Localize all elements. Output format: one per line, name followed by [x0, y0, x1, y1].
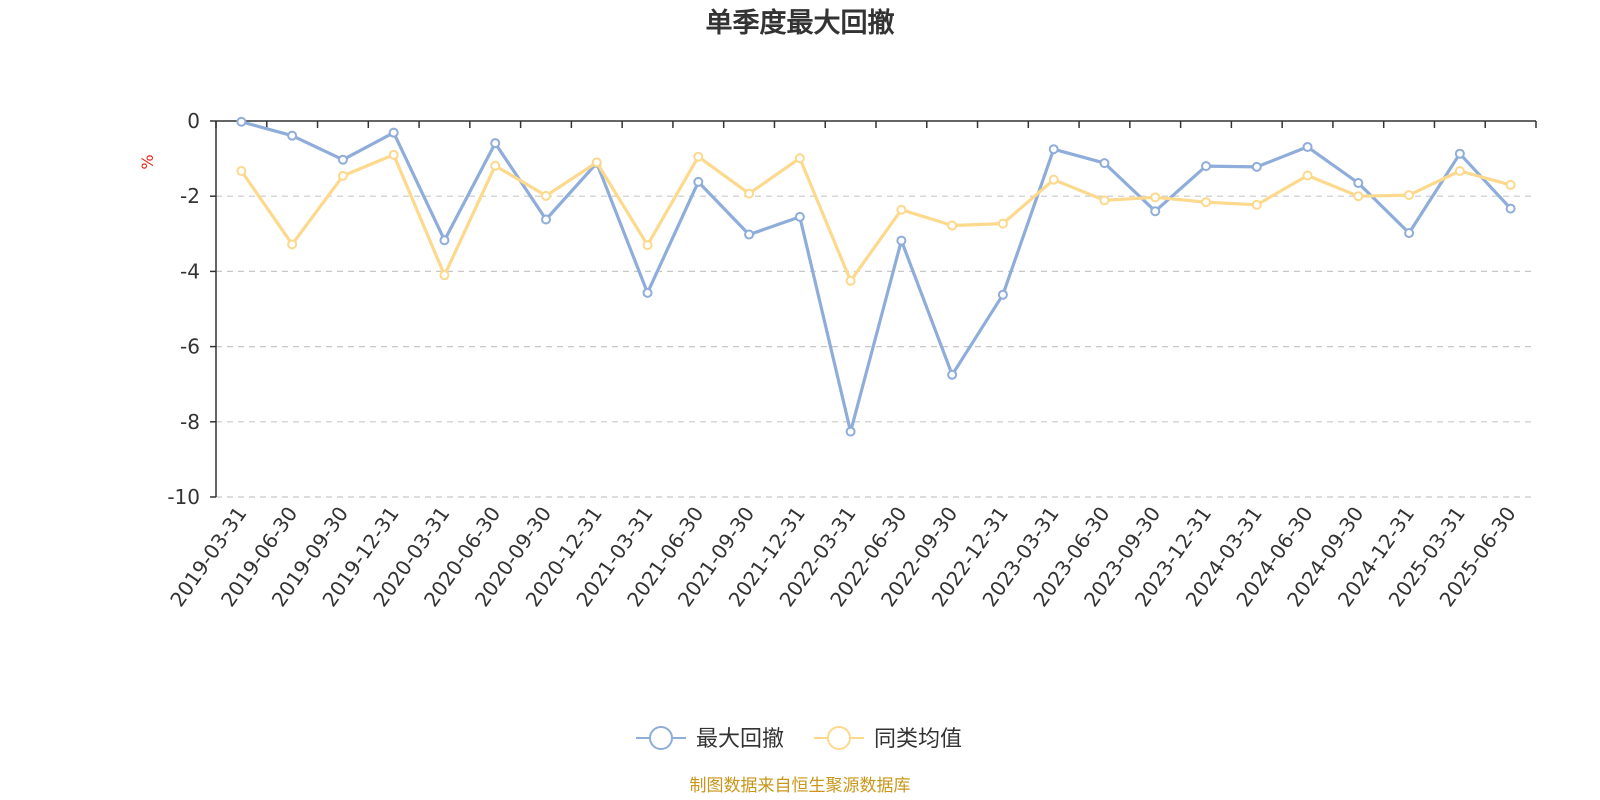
data-point — [541, 214, 551, 225]
data-point — [1048, 144, 1059, 155]
data-point — [236, 166, 247, 177]
data-point — [337, 154, 348, 165]
series-1 — [236, 116, 1516, 437]
legend-label: 同类均值 — [874, 727, 962, 752]
data-point — [541, 190, 551, 201]
data-point — [693, 151, 704, 162]
data-point — [744, 229, 755, 240]
series-line — [240, 120, 1512, 434]
data-point — [1353, 191, 1364, 202]
data-point — [287, 239, 298, 250]
data-point — [642, 287, 653, 298]
legend-marker-icon — [827, 726, 851, 750]
data-point — [693, 176, 704, 187]
data-point — [439, 270, 450, 281]
data-point — [1150, 192, 1161, 203]
legend-item[interactable]: 同类均值 — [814, 726, 962, 752]
data-point — [388, 149, 399, 160]
y-tick-label: -2 — [180, 184, 200, 208]
data-point — [490, 138, 501, 149]
y-tick-label: -8 — [180, 410, 200, 434]
data-point — [1048, 174, 1059, 185]
y-axis-unit: % — [138, 154, 157, 169]
grid-lines — [216, 195, 1536, 498]
chart-title: 单季度最大回撤 — [706, 7, 895, 39]
data-point — [997, 289, 1008, 300]
data-point — [1251, 199, 1262, 210]
data-point — [1302, 170, 1313, 181]
data-point — [896, 235, 907, 246]
legend-item[interactable]: 最大回撤 — [636, 726, 784, 752]
legend-marker-icon — [649, 726, 673, 750]
data-point — [794, 211, 805, 222]
data-point — [845, 275, 856, 286]
data-point — [1251, 161, 1262, 172]
data-point — [642, 240, 653, 251]
y-tick-label: 0 — [187, 109, 200, 133]
data-point — [997, 218, 1008, 229]
data-point — [947, 369, 958, 380]
data-point — [845, 426, 856, 437]
data-point — [490, 160, 501, 171]
legend[interactable]: 最大回撤 同类均值 — [636, 726, 962, 752]
data-point — [236, 116, 247, 127]
data-point — [1404, 228, 1415, 239]
data-point — [1505, 179, 1516, 190]
data-point — [1505, 203, 1516, 214]
source-note: 制图数据来自恒生聚源数据库 — [690, 776, 911, 796]
series-line — [240, 153, 1512, 283]
y-tick-label: -4 — [180, 259, 200, 283]
data-point — [947, 220, 958, 231]
data-point — [744, 188, 755, 199]
data-point — [1099, 195, 1110, 206]
y-tick-label: -10 — [167, 485, 200, 509]
series-layer — [236, 116, 1516, 437]
y-tick-label: -6 — [180, 335, 200, 359]
data-point — [337, 170, 348, 181]
data-point — [287, 130, 298, 141]
data-point — [1404, 190, 1415, 201]
data-point — [388, 127, 399, 138]
data-point — [1201, 161, 1211, 172]
data-point — [1353, 178, 1364, 189]
data-point — [1150, 206, 1161, 217]
data-point — [1201, 197, 1211, 208]
legend-label: 最大回撤 — [696, 727, 784, 752]
data-point — [591, 157, 602, 168]
data-point — [1302, 141, 1313, 152]
data-point — [1099, 158, 1110, 169]
series-2 — [236, 149, 1516, 286]
data-point — [1454, 166, 1465, 177]
data-point — [794, 153, 805, 164]
data-point — [1454, 148, 1465, 159]
data-point — [896, 204, 907, 215]
data-point — [439, 235, 450, 246]
